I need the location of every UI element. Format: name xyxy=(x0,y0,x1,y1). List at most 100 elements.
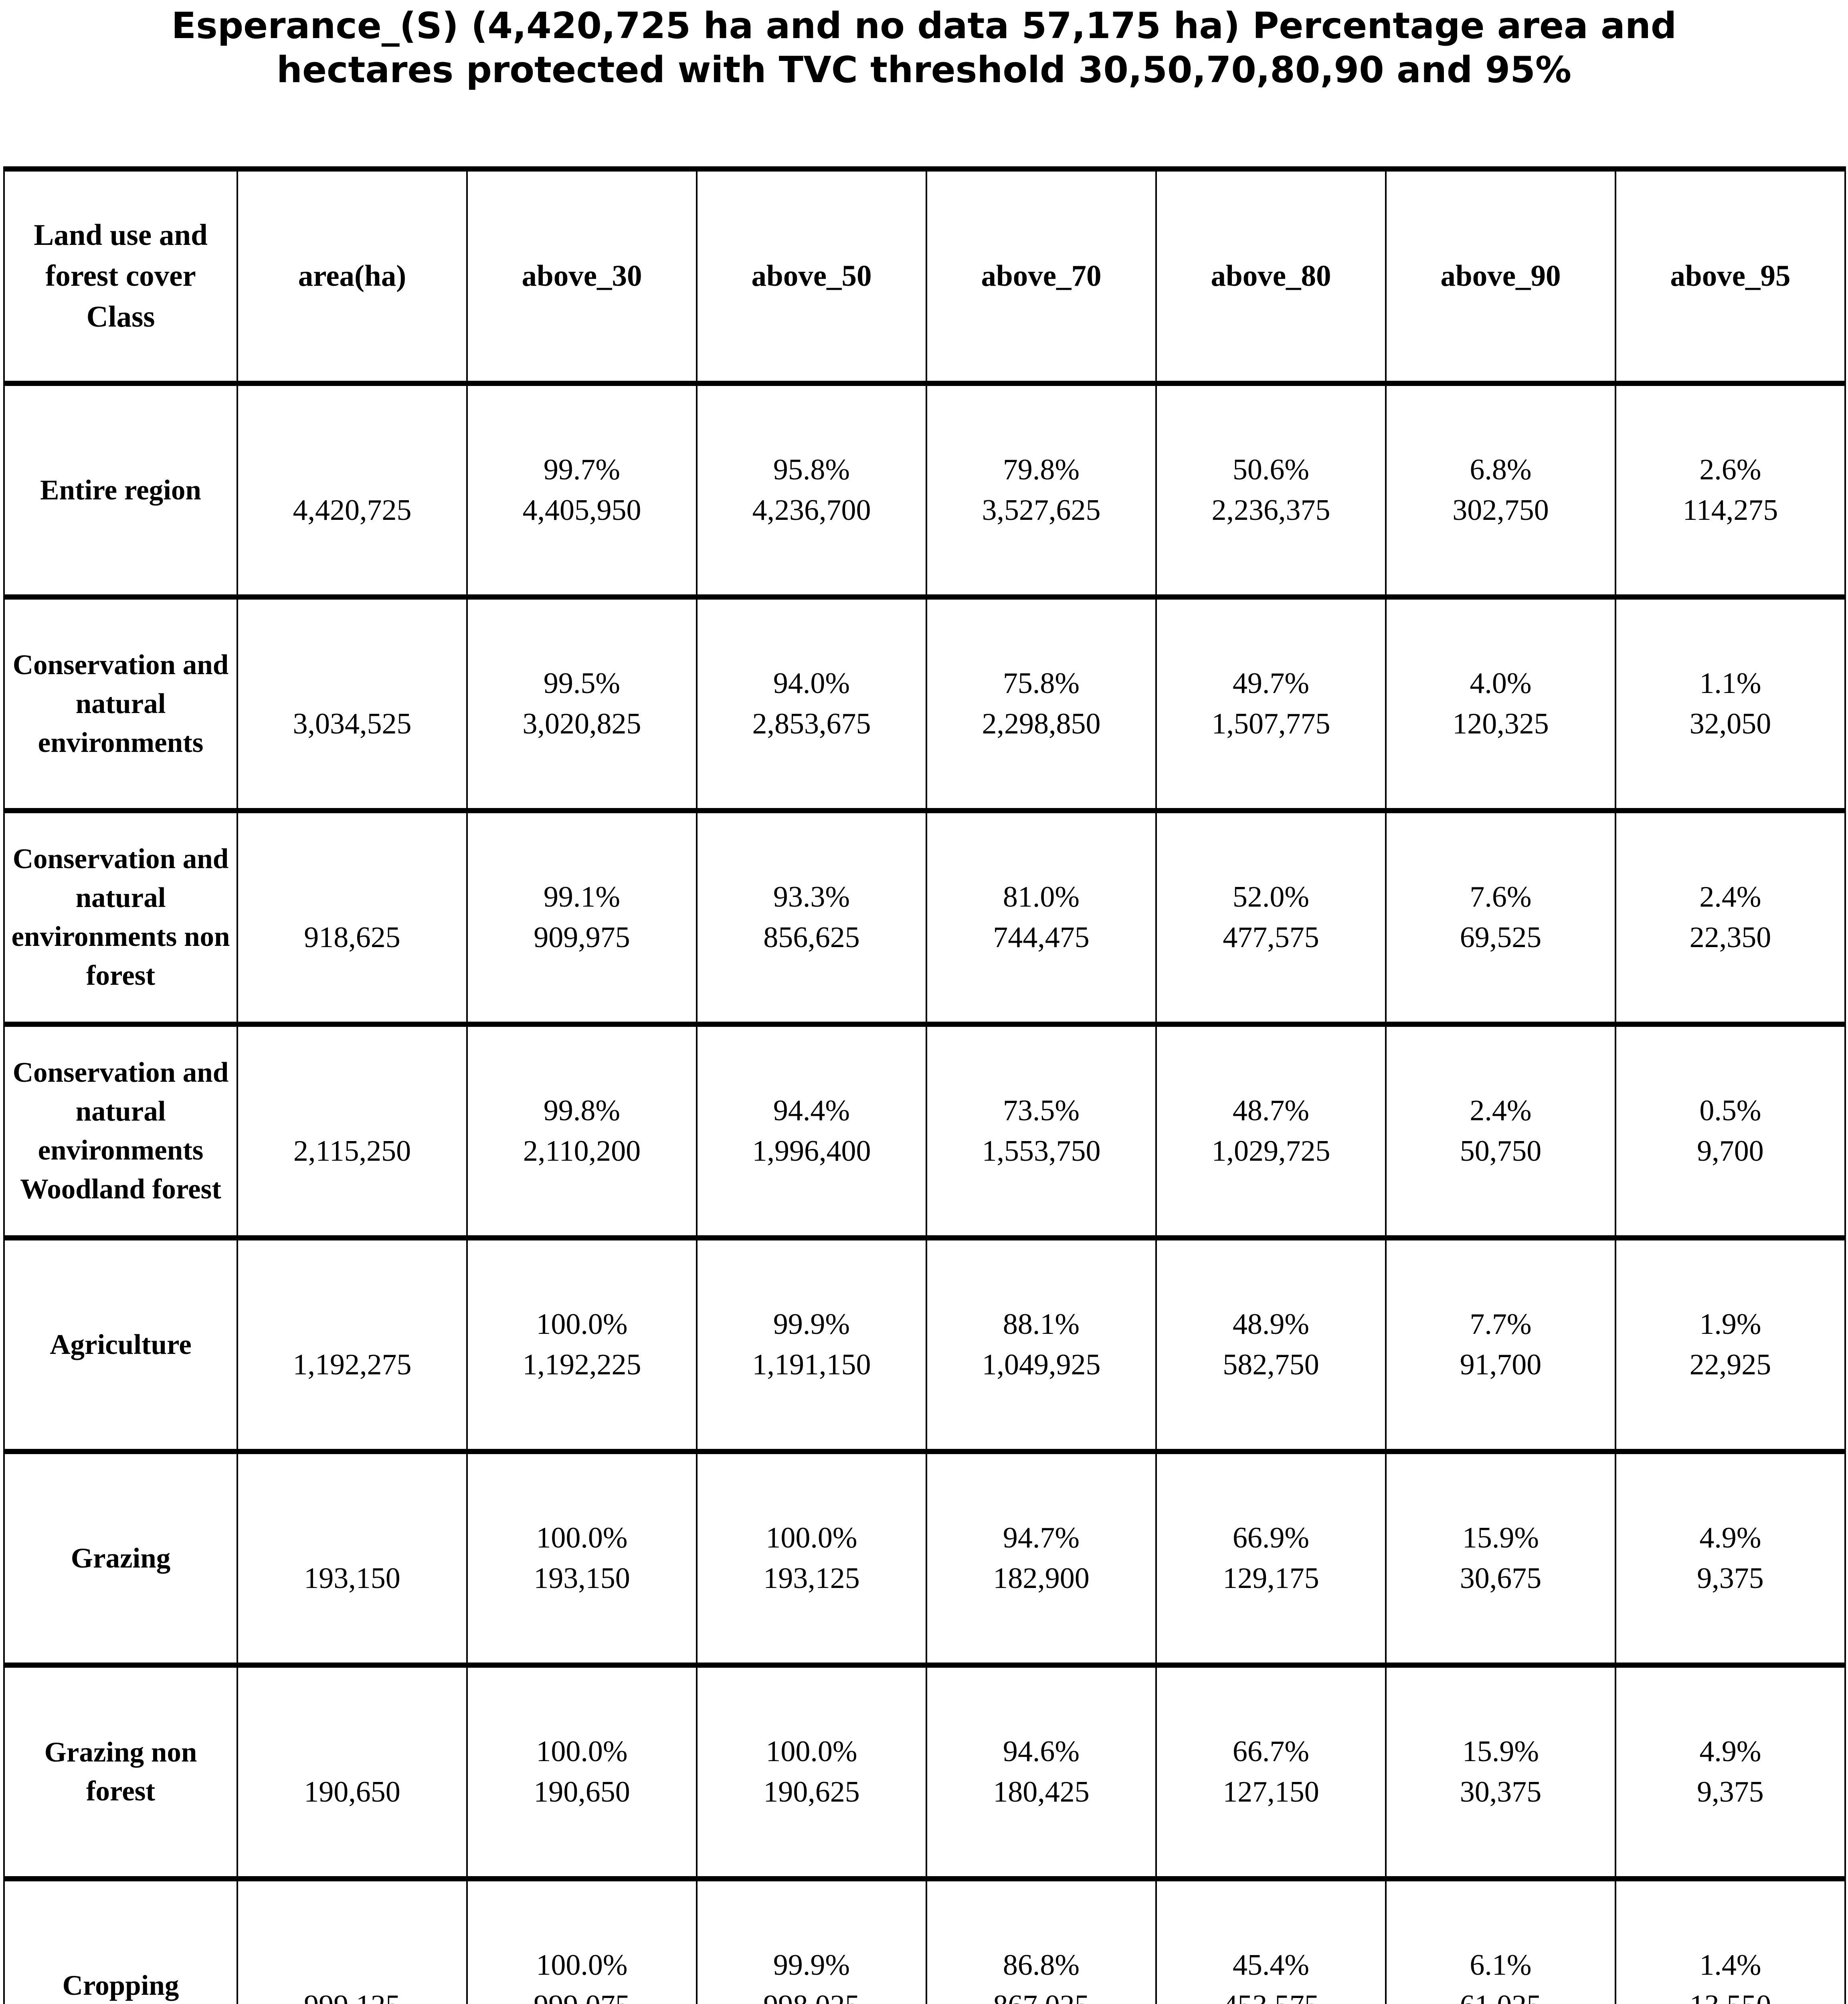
cell-hectares: 867,025 xyxy=(930,1986,1153,2004)
above-90-cell: 6.1% 61,025 xyxy=(1385,1876,1616,2004)
cell-percent-empty xyxy=(241,1945,464,1986)
cell-area-value: 190,650 xyxy=(304,1776,400,1808)
cell-hectares: 1,996,400 xyxy=(752,1135,871,1168)
row-class-cell: Conservation and natural environments no… xyxy=(3,808,238,1027)
cell-area-value: 1,192,275 xyxy=(293,1348,412,1381)
cell-hectares: 2,110,200 xyxy=(523,1135,641,1168)
cell-hectares: 9,375 xyxy=(1697,1562,1764,1595)
cell-hectares: 193,150 xyxy=(534,1562,630,1595)
cell-hectares: 909,975 xyxy=(534,921,630,954)
cell-area-value: 4,420,725 xyxy=(293,494,412,527)
above-50-cell: 93.3% 856,625 xyxy=(696,808,927,1027)
col-header-above-30: above_30 xyxy=(466,166,698,386)
cell-percent: 49.7% xyxy=(1232,667,1310,700)
cell-percent: 94.6% xyxy=(1003,1735,1080,1768)
row-class-cell: Cropping xyxy=(3,1876,238,2004)
cell-percent: 6.8% xyxy=(1470,453,1532,486)
cell-percent-empty xyxy=(241,1731,464,1772)
cell-hectares: 13,550 xyxy=(1619,1986,1842,2004)
above-90-cell: 15.9% 30,375 xyxy=(1385,1663,1616,1881)
above-80-cell: 48.9% 582,750 xyxy=(1155,1235,1387,1454)
above-90-cell: 6.8% 302,750 xyxy=(1385,381,1616,600)
cell-percent: 100.0% xyxy=(536,1521,628,1554)
table-row: Conservation and natural environments 3,… xyxy=(3,594,1846,813)
above-95-cell: 4.9% 9,375 xyxy=(1615,1449,1846,1668)
cell-hectares: 4,236,700 xyxy=(752,494,871,527)
cell-hectares: 477,575 xyxy=(1223,921,1319,954)
cell-percent: 88.1% xyxy=(1003,1308,1080,1341)
cell-hectares: 50,750 xyxy=(1460,1135,1542,1168)
area-cell: 918,625 xyxy=(237,808,468,1027)
cell-percent: 99.9% xyxy=(773,1308,850,1341)
above-95-cell: 2.4% 22,350 xyxy=(1615,808,1846,1027)
above-70-cell: 79.8% 3,527,625 xyxy=(926,381,1157,600)
cell-hectares: 182,900 xyxy=(993,1562,1090,1595)
area-cell: 999,125 xyxy=(237,1876,468,2004)
table-row: Conservation and natural environments Wo… xyxy=(3,1022,1846,1240)
cell-area-value: 3,034,525 xyxy=(293,707,412,740)
cell-percent: 1.9% xyxy=(1699,1308,1761,1341)
cell-percent: 7.6% xyxy=(1470,881,1532,913)
col-header-above-80: above_80 xyxy=(1155,166,1387,386)
cell-hectares: 2,853,675 xyxy=(752,707,871,740)
above-50-cell: 95.8% 4,236,700 xyxy=(696,381,927,600)
page-title-line2: hectares protected with TVC threshold 30… xyxy=(276,49,1572,91)
protection-table: Land use and forest cover Class area(ha)… xyxy=(3,166,1846,2004)
cell-hectares: 190,650 xyxy=(534,1776,630,1808)
cell-hectares: 453,575 xyxy=(1159,1986,1383,2004)
cell-hectares: 1,029,725 xyxy=(1211,1135,1330,1168)
above-70-cell: 86.8% 867,025 xyxy=(926,1876,1157,2004)
cell-hectares: 9,700 xyxy=(1697,1135,1764,1168)
cell-percent: 66.7% xyxy=(1232,1735,1310,1768)
cell-hectares: 114,275 xyxy=(1682,494,1778,527)
cell-hectares: 582,750 xyxy=(1223,1348,1319,1381)
cell-percent: 4.9% xyxy=(1699,1735,1761,1768)
cell-percent-empty xyxy=(241,450,464,490)
page-title: Esperance_(S) (4,420,725 ha and no data … xyxy=(0,4,1848,92)
cell-percent: 7.7% xyxy=(1470,1308,1532,1341)
above-30-cell: 100.0% 190,650 xyxy=(466,1663,698,1881)
above-50-cell: 94.0% 2,853,675 xyxy=(696,594,927,813)
cell-percent: 99.7% xyxy=(543,453,621,486)
above-90-cell: 15.9% 30,675 xyxy=(1385,1449,1616,1668)
cell-hectares: 1,507,775 xyxy=(1211,707,1330,740)
cell-hectares: 1,191,150 xyxy=(752,1348,871,1381)
cell-hectares: 120,325 xyxy=(1452,707,1549,740)
cell-percent: 79.8% xyxy=(1003,453,1080,486)
area-cell: 3,034,525 xyxy=(237,594,468,813)
above-95-cell: 0.5% 9,700 xyxy=(1615,1022,1846,1240)
row-class-cell: Grazing non forest xyxy=(3,1663,238,1881)
cell-hectares: 999,075 xyxy=(470,1986,694,2004)
above-90-cell: 7.6% 69,525 xyxy=(1385,808,1616,1027)
above-90-cell: 7.7% 91,700 xyxy=(1385,1235,1616,1454)
cell-percent: 86.8% xyxy=(1003,1949,1080,1982)
cell-hectares: 61,025 xyxy=(1389,1986,1612,2004)
cell-percent: 0.5% xyxy=(1699,1094,1761,1127)
area-cell: 190,650 xyxy=(237,1663,468,1881)
col-header-area: area(ha) xyxy=(237,166,468,386)
cell-area-value: 918,625 xyxy=(304,921,400,954)
cell-percent: 94.4% xyxy=(773,1094,850,1127)
cell-percent: 99.9% xyxy=(773,1949,850,1982)
cell-percent-empty xyxy=(241,1091,464,1131)
col-header-above-50: above_50 xyxy=(696,166,927,386)
above-70-cell: 81.0% 744,475 xyxy=(926,808,1157,1027)
cell-hectares: 180,425 xyxy=(993,1776,1090,1808)
cell-percent: 1.1% xyxy=(1699,667,1761,700)
cell-percent-empty xyxy=(241,663,464,704)
cell-percent: 100.0% xyxy=(536,1308,628,1341)
cell-percent: 2.6% xyxy=(1699,453,1761,486)
above-30-cell: 100.0% 193,150 xyxy=(466,1449,698,1668)
header-row: Land use and forest cover Class area(ha)… xyxy=(3,166,1846,386)
area-cell: 193,150 xyxy=(237,1449,468,1668)
table-row: Agriculture 1,192,275 100.0% 1,192,225 99… xyxy=(3,1235,1846,1454)
cell-percent: 48.7% xyxy=(1232,1094,1310,1127)
cell-percent: 45.4% xyxy=(1232,1949,1310,1982)
cell-percent: 94.0% xyxy=(773,667,850,700)
cell-percent-empty xyxy=(241,877,464,917)
cell-percent: 93.3% xyxy=(773,881,850,913)
above-80-cell: 49.7% 1,507,775 xyxy=(1155,594,1387,813)
table-row: Cropping 999,125 100.0% 999,075 99.9% 998,… xyxy=(3,1876,1846,2004)
cell-hectares: 3,527,625 xyxy=(982,494,1101,527)
